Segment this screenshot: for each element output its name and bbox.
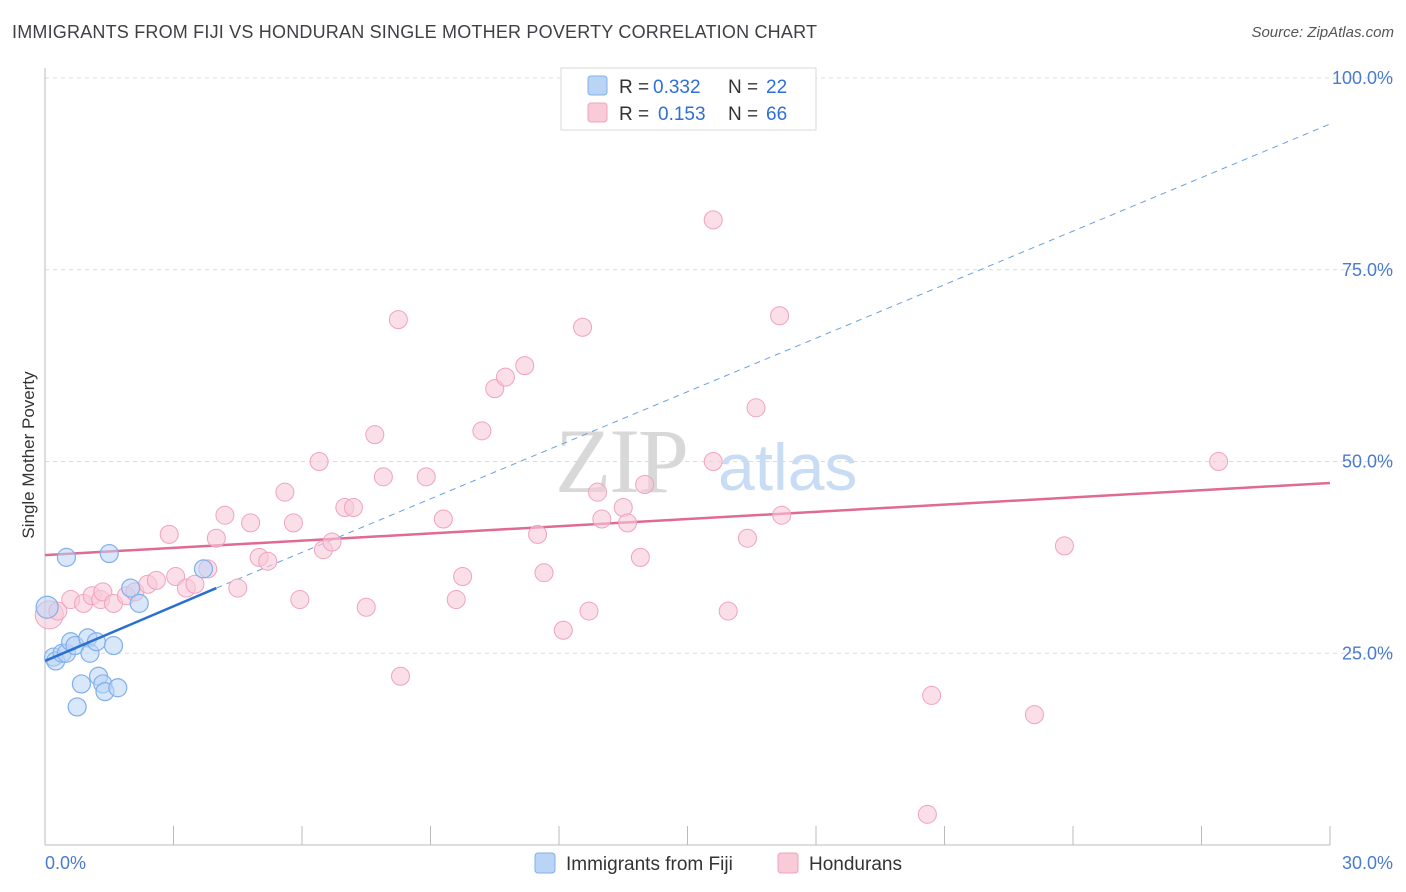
point-hondurans	[770, 306, 790, 326]
point-hondurans	[343, 498, 363, 518]
point-hondurans	[472, 421, 492, 441]
point-hondurans	[1054, 536, 1074, 556]
point-fiji	[35, 595, 59, 619]
point-hondurans	[579, 601, 599, 621]
x-tick-label-min: 0.0%	[45, 853, 86, 873]
point-hondurans	[737, 528, 757, 548]
point-hondurans	[588, 482, 608, 502]
point-hondurans	[1209, 452, 1229, 471]
point-hondurans	[275, 482, 295, 502]
trend-line-fiji	[44, 586, 217, 663]
point-fiji	[129, 593, 149, 613]
top-legend-r-hondurans: 0.153	[658, 104, 706, 125]
y-tick-label-100: 100.0%	[1332, 68, 1393, 88]
trend-lines	[44, 123, 1331, 589]
top-legend-r-label-hondurans: R =	[619, 104, 649, 125]
bottom-legend-swatch-fiji	[534, 852, 556, 874]
point-hondurans	[290, 590, 310, 610]
trend-line-hondurans	[44, 481, 1331, 557]
point-hondurans	[703, 210, 723, 230]
watermark-atlas: atlas	[718, 430, 857, 504]
point-hondurans	[206, 528, 226, 548]
point-fiji	[103, 635, 124, 656]
point-hondurans	[159, 524, 179, 544]
point-hondurans	[228, 578, 248, 598]
point-hondurans	[746, 398, 766, 418]
point-hondurans	[416, 467, 436, 487]
point-fiji	[71, 674, 92, 694]
y-tick-label-25: 25.0%	[1342, 643, 1393, 663]
point-hondurans	[1024, 705, 1044, 725]
point-hondurans	[515, 356, 535, 376]
top-legend: R = 0.332 N = 22 R = 0.153 N = 66	[560, 67, 817, 131]
top-legend-r-fiji: 0.332	[653, 77, 701, 98]
point-hondurans	[146, 570, 166, 590]
point-fiji	[121, 578, 141, 598]
top-legend-n-hondurans: 66	[766, 104, 787, 125]
point-hondurans	[215, 505, 235, 525]
watermark-zip: ZIP	[555, 410, 687, 512]
point-hondurans	[630, 547, 650, 567]
point-hondurans	[388, 310, 408, 330]
y-axis-label: Single Mother Poverty	[19, 371, 38, 539]
bottom-legend-label-hondurans: Hondurans	[809, 854, 902, 875]
x-tick-label-max: 30.0%	[1342, 853, 1393, 873]
point-hondurans	[528, 524, 548, 544]
top-legend-n-label-fiji: N =	[728, 77, 758, 98]
point-hondurans	[185, 574, 205, 594]
watermark: ZIP atlas	[555, 410, 857, 512]
point-hondurans	[718, 601, 738, 621]
point-fiji	[108, 678, 128, 698]
point-hondurans	[258, 551, 278, 571]
point-hondurans	[592, 509, 612, 529]
point-hondurans	[573, 317, 593, 337]
bottom-legend-label-fiji: Immigrants from Fiji	[566, 854, 733, 875]
point-hondurans	[433, 509, 453, 529]
point-hondurans	[356, 597, 376, 617]
y-tick-label-75: 75.0%	[1342, 260, 1393, 280]
point-hondurans	[534, 563, 554, 583]
point-hondurans	[917, 804, 937, 824]
top-legend-r-label-fiji: R =	[619, 77, 649, 98]
point-hondurans	[309, 452, 329, 471]
bottom-legend: Immigrants from Fiji Hondurans	[534, 852, 902, 875]
point-hondurans	[373, 467, 393, 487]
point-hondurans	[553, 620, 573, 640]
grid-lines	[45, 77, 1393, 654]
point-hondurans	[365, 425, 385, 445]
point-fiji	[193, 559, 214, 579]
point-hondurans	[283, 513, 303, 533]
point-fiji	[99, 543, 119, 564]
point-hondurans	[453, 567, 473, 587]
point-hondurans	[446, 590, 466, 610]
y-tick-label-50: 50.0%	[1342, 452, 1393, 472]
top-legend-swatch-fiji	[587, 75, 608, 96]
source-label: Source: ZipAtlas.com	[1251, 24, 1394, 41]
data-points	[34, 210, 1229, 824]
point-fiji	[56, 547, 77, 567]
point-fiji	[67, 697, 87, 717]
chart-title: IMMIGRANTS FROM FIJI VS HONDURAN SINGLE …	[12, 22, 818, 42]
point-hondurans	[703, 452, 723, 471]
tick-labels: 25.0% 50.0% 75.0% 100.0% 0.0% 30.0%	[45, 68, 1393, 873]
point-hondurans	[635, 475, 655, 495]
point-hondurans	[241, 513, 261, 533]
point-hondurans	[922, 685, 942, 705]
top-legend-n-label-hondurans: N =	[728, 104, 758, 125]
top-legend-n-fiji: 22	[766, 77, 787, 98]
axes	[44, 68, 1331, 846]
point-hondurans	[495, 367, 515, 387]
point-hondurans	[391, 666, 411, 686]
point-hondurans	[618, 513, 638, 533]
top-legend-swatch-hondurans	[587, 102, 608, 123]
point-hondurans	[772, 505, 792, 525]
bottom-legend-swatch-hondurans	[777, 852, 799, 874]
point-hondurans	[322, 532, 342, 552]
trend-line-fiji-extended	[216, 123, 1331, 589]
